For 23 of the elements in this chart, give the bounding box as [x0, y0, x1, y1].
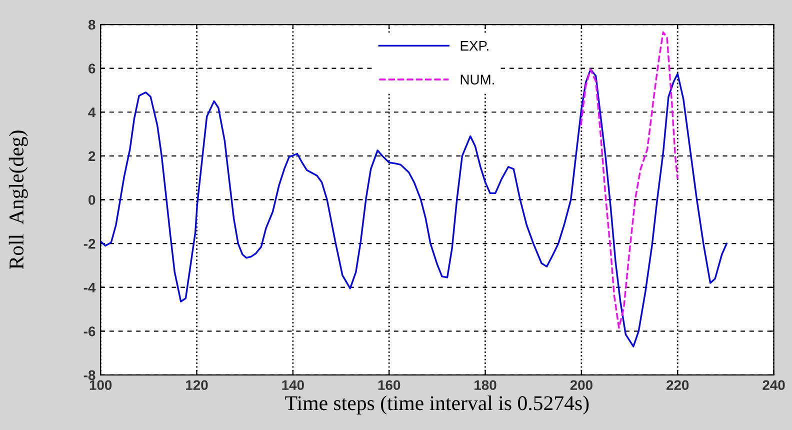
x-tick-label: 120: [186, 380, 208, 390]
x-tick-label: 140: [282, 380, 304, 390]
x-tick-label: 160: [378, 380, 400, 390]
y-tick-label: 0: [88, 195, 96, 205]
x-tick-label: 240: [762, 380, 785, 390]
y-tick-label: -8: [84, 370, 96, 380]
x-tick-label: 200: [570, 380, 592, 390]
y-axis-title: Roll Angle(deg): [8, 130, 28, 270]
line-series: [580, 31, 678, 329]
y-tick-label: -6: [84, 326, 96, 336]
legend-label: EXP.: [460, 41, 488, 51]
x-axis-title: Time steps (time interval is 0.5274s): [285, 396, 589, 414]
y-tick-label: 2: [88, 151, 96, 161]
y-tick-label: 8: [88, 20, 96, 30]
y-tick-label: -2: [84, 238, 96, 249]
legend-label: NUM.: [460, 74, 494, 84]
y-tick-label: -4: [84, 282, 96, 292]
x-tick-label: 100: [90, 380, 112, 390]
line-series: [100, 68, 728, 348]
x-tick-label: 220: [666, 380, 689, 390]
x-tick-label: 180: [474, 380, 496, 390]
y-tick-label: 4: [88, 108, 96, 118]
y-tick-label: 6: [88, 64, 96, 74]
